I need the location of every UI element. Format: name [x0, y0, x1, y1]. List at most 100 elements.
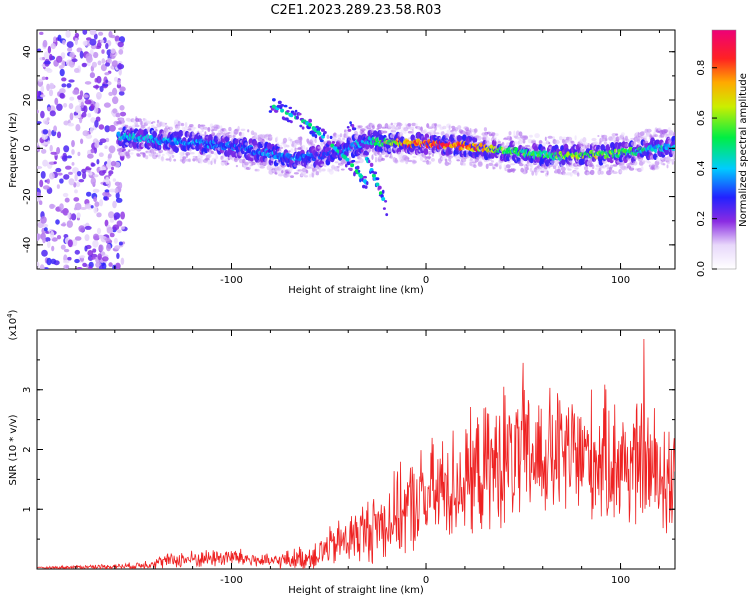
figure-title: C2E1.2023.289.23.58.R03	[270, 3, 441, 18]
spectrogram-ticks: -100 0 100 40 20 0 -20 -40	[22, 30, 675, 286]
spectrogram-branch-blob	[323, 131, 327, 134]
spectrogram-halo-blob	[128, 149, 131, 153]
spectrogram-marks	[37, 30, 675, 269]
spectrogram-halo-blob	[446, 129, 452, 135]
spectrogram-branch-blob	[368, 159, 371, 164]
spectrogram-halo-blob	[300, 171, 307, 176]
spectrogram-halo-blob	[672, 153, 675, 159]
spectrogram-halo-blob	[644, 137, 647, 141]
spectrogram-halo-blob	[299, 136, 303, 142]
spectrogram-halo-blob	[151, 124, 155, 128]
spectrogram-noise-blob	[92, 233, 100, 241]
spectrogram-noise-blob	[84, 225, 92, 230]
spectrogram-halo-blob	[547, 135, 553, 139]
spectrogram-noise-blob	[42, 185, 50, 190]
spectrogram-noise-blob	[37, 261, 40, 269]
spectrogram-noise-blob	[76, 267, 83, 269]
spectrogram-noise-blob	[92, 51, 99, 59]
spectrogram-halo-blob	[434, 125, 437, 131]
spectrogram-y-tick-label: 40	[22, 45, 33, 58]
spectrogram-noise-blob	[71, 213, 77, 221]
spectrogram-noise-blob	[42, 159, 48, 167]
spectrogram-halo-blob	[134, 124, 140, 128]
spectrogram-halo-blob	[235, 164, 238, 168]
spectrogram-noise-blob	[72, 238, 78, 247]
spectrogram-halo-blob	[412, 160, 417, 164]
spectrogram-noise-blob	[112, 200, 117, 209]
spectrogram-noise-blob	[79, 50, 84, 59]
spectrogram-noise-blob	[89, 72, 95, 79]
spectrogram-noise-blob	[113, 237, 118, 244]
spectrogram-branch-blob	[328, 141, 332, 146]
spectrogram-halo-blob	[259, 166, 265, 169]
spectrogram-noise-blob	[75, 124, 81, 132]
spectrogram-noise-blob	[86, 191, 92, 197]
spectrogram-halo-blob	[409, 126, 415, 131]
spectrogram-branch-core	[308, 122, 313, 127]
spectrogram-branch-blob	[301, 126, 305, 130]
spectrogram-halo-blob	[622, 137, 625, 143]
spectrogram-halo-blob	[462, 162, 466, 167]
spectrogram-halo-blob	[666, 158, 671, 165]
spectrogram-noise-blob	[92, 248, 97, 253]
spectrogram-halo-blob	[624, 135, 628, 139]
spectrogram-halo-blob	[647, 161, 652, 164]
spectrogram-noise-blob	[120, 156, 125, 161]
spectrogram-halo-blob	[244, 142, 249, 146]
spectrogram-noise-blob	[80, 207, 87, 210]
spectrogram-noise-blob	[108, 262, 113, 267]
colorbar-tick-label: 0.8	[696, 60, 707, 76]
spectrogram-halo-blob	[293, 172, 299, 175]
spectrogram-branch-core	[289, 113, 294, 118]
spectrogram-halo-blob	[288, 150, 291, 153]
spectrogram-noise-blob	[37, 78, 44, 82]
spectrogram-halo-blob	[400, 151, 404, 157]
spectrogram-halo-blob	[419, 152, 423, 157]
snr-x-tick-label: -100	[220, 575, 243, 586]
spectrogram-halo-blob	[160, 122, 166, 127]
spectrogram-noise-blob	[74, 202, 82, 211]
spectrogram-halo-blob	[130, 152, 134, 155]
spectrogram-edge-blob	[152, 130, 158, 138]
spectrogram-halo-blob	[582, 148, 585, 153]
spectrogram-halo-blob	[227, 131, 231, 134]
spectrogram-halo-blob	[436, 125, 442, 128]
spectrogram-noise-blob	[59, 88, 66, 94]
spectrogram-halo-blob	[175, 128, 180, 131]
spectrogram-branch-blob	[357, 169, 361, 173]
spectrogram-halo-blob	[213, 152, 218, 156]
spectrogram-noise-blob	[61, 83, 67, 88]
spectrogram-halo-blob	[334, 161, 339, 164]
spectrogram-halo-blob	[150, 148, 154, 154]
spectrogram-noise-blob	[116, 220, 123, 227]
spectrogram-noise-blob	[74, 173, 78, 182]
spectrogram-halo-blob	[332, 135, 338, 139]
spectrogram-halo-blob	[637, 142, 642, 146]
spectrogram-branch-blob	[331, 141, 335, 144]
spectrogram-halo-blob	[390, 122, 393, 126]
spectrogram-noise-blob	[120, 226, 125, 230]
spectrogram-noise-blob	[99, 199, 104, 207]
spectrogram-edge-blob	[208, 134, 214, 141]
spectrogram-halo-blob	[407, 123, 412, 127]
spectrogram-noise-blob	[46, 117, 50, 121]
spectrogram-noise-blob	[37, 195, 41, 203]
spectrogram-halo-blob	[244, 161, 249, 166]
spectrogram-noise-blob	[63, 248, 70, 253]
spectrogram-noise-blob	[113, 76, 119, 82]
spectrogram-halo-blob	[158, 145, 161, 149]
spectrogram-halo-blob	[161, 155, 164, 162]
spectrogram-noise-blob	[56, 131, 62, 139]
spectrogram-halo-blob	[295, 139, 301, 145]
spectrogram-halo-blob	[433, 130, 436, 135]
spectrogram-noise-blob	[74, 37, 78, 46]
spectrogram-halo-blob	[641, 131, 645, 134]
spectrogram-noise-blob	[78, 225, 85, 233]
spectrogram-noise-blob	[73, 197, 80, 202]
spectrogram-halo-blob	[512, 168, 515, 173]
spectrogram-x-label: Height of straight line (km)	[288, 285, 424, 296]
spectrogram-noise-blob	[51, 237, 58, 242]
spectrogram-noise-blob	[108, 124, 116, 132]
spectrogram-noise-blob	[84, 245, 88, 252]
spectrogram-x-tick-label: 0	[423, 275, 429, 286]
